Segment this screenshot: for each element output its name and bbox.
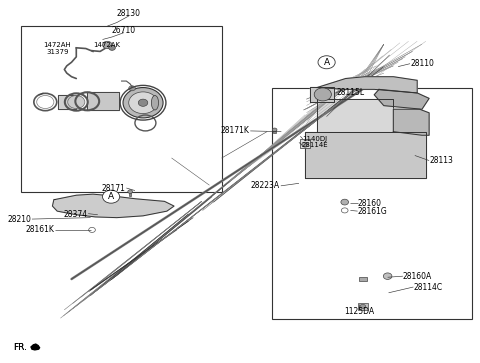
Text: 28223A: 28223A [251,182,280,190]
Circle shape [129,86,135,91]
Polygon shape [87,92,119,110]
Polygon shape [317,99,393,132]
Bar [273,130,276,134]
Circle shape [360,304,366,309]
Text: 28171K: 28171K [220,126,249,135]
Circle shape [318,56,335,69]
Text: A: A [324,58,330,67]
Bar [359,277,367,281]
Circle shape [272,128,277,132]
Polygon shape [310,87,334,102]
Circle shape [138,99,148,106]
Text: 28374: 28374 [63,209,87,219]
Text: 1472AH: 1472AH [43,42,71,48]
Ellipse shape [151,95,158,110]
Text: 28115L: 28115L [336,89,364,98]
Text: 26710: 26710 [112,26,136,35]
Text: A: A [108,192,114,201]
Polygon shape [393,109,429,135]
Bar [22,26,222,192]
Text: 1472AK: 1472AK [93,42,120,48]
Text: 28160: 28160 [358,199,382,208]
Polygon shape [58,95,76,109]
Text: 1140DJ: 1140DJ [302,136,327,142]
Circle shape [108,45,115,50]
Text: 28113: 28113 [429,156,453,165]
Circle shape [68,95,85,109]
Text: 28130: 28130 [117,9,141,19]
Text: 28160A: 28160A [403,272,432,281]
Circle shape [103,190,120,203]
Bar [358,303,368,310]
Text: FR.: FR. [13,343,27,352]
Circle shape [302,142,309,147]
Polygon shape [305,132,426,178]
Circle shape [341,199,348,205]
Circle shape [103,41,112,49]
Circle shape [129,92,157,114]
Text: 28114C: 28114C [413,282,443,291]
Bar [272,87,472,319]
Polygon shape [374,89,429,109]
Text: FR.: FR. [13,343,27,352]
Circle shape [314,88,331,101]
Text: 1125DA: 1125DA [344,307,374,316]
Bar [300,139,311,148]
Polygon shape [31,344,39,350]
Text: 28210: 28210 [7,215,31,224]
Polygon shape [317,77,417,93]
Text: 28110: 28110 [410,59,434,68]
Circle shape [384,273,392,280]
Circle shape [128,190,132,193]
Text: 28171: 28171 [102,184,125,192]
Text: 28161K: 28161K [25,225,54,234]
Bar [129,192,131,196]
Text: 31379: 31379 [46,49,69,55]
Text: 28161G: 28161G [358,207,387,216]
Circle shape [123,87,163,118]
Text: 28114E: 28114E [302,142,328,148]
Polygon shape [52,194,174,218]
